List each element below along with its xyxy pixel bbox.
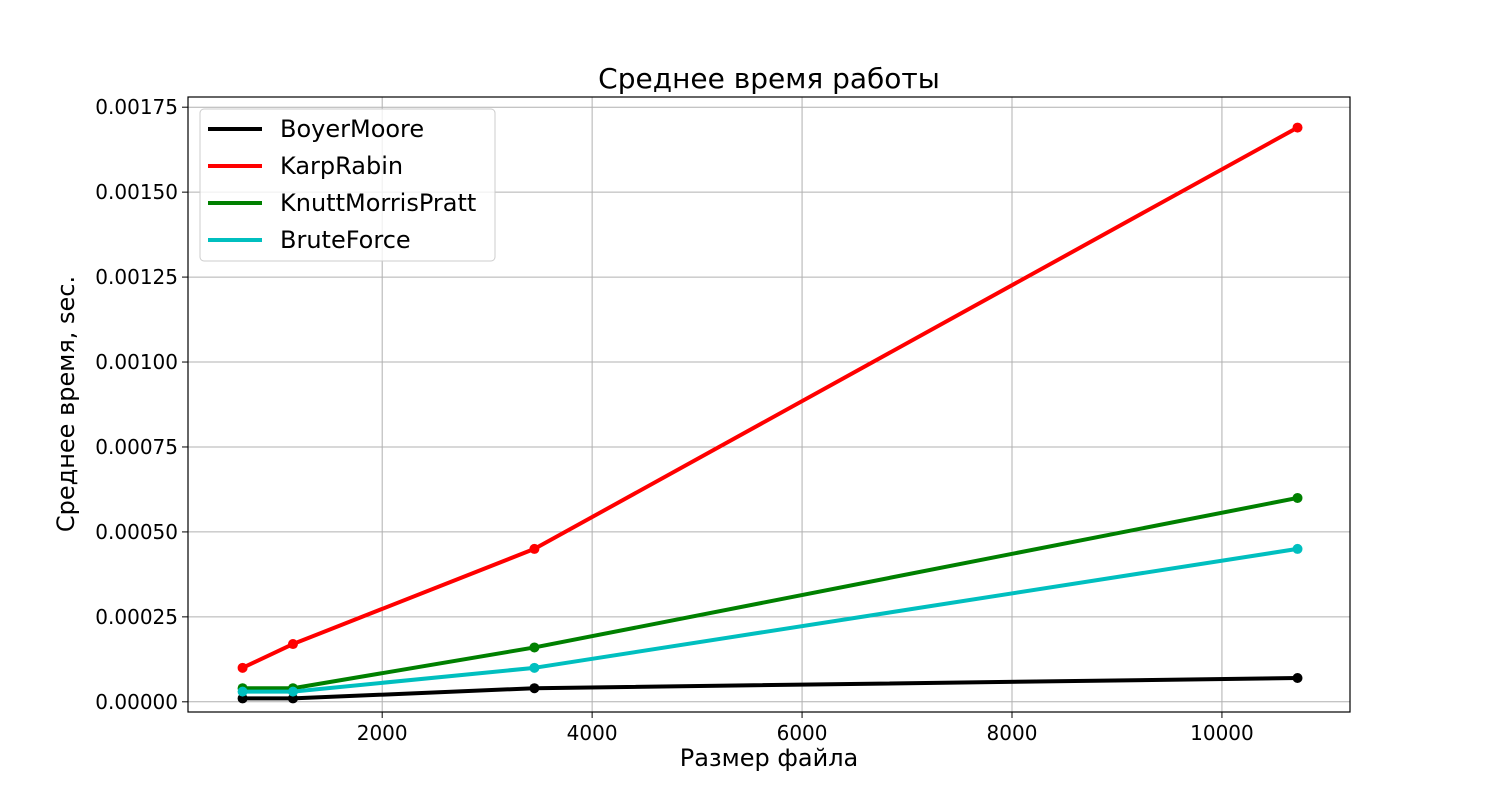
y-tick-label: 0.00025: [95, 605, 178, 629]
legend-label-bruteforce: BruteForce: [280, 226, 411, 254]
data-point-knuttmorrispratt: [1292, 492, 1303, 503]
y-tick-label: 0.00125: [95, 265, 178, 289]
data-point-karprabin: [237, 662, 248, 673]
data-point-karprabin: [1292, 122, 1303, 133]
x-tick-label: 6000: [777, 721, 828, 745]
x-tick-label: 10000: [1190, 721, 1254, 745]
series-line-boyermoore: [242, 676, 1298, 701]
series-group: [237, 122, 1303, 704]
x-axis-title: Размер файла: [680, 744, 859, 772]
y-tick-label: 0.00000: [95, 690, 178, 714]
y-tick-label: 0.00075: [95, 435, 178, 459]
x-tick-label: 2000: [357, 721, 408, 745]
axis-ticks: 0.00000 0.00025 0.00050 0.00075 0.00100 0.001…: [95, 95, 1253, 745]
data-point-bruteforce: [529, 662, 540, 673]
x-tick-label: 8000: [987, 721, 1038, 745]
data-point-bruteforce: [287, 686, 298, 697]
legend: BoyerMoore KarpRabin KnuttMorrisPratt Brute…: [199, 108, 496, 262]
data-point-bruteforce: [1292, 543, 1303, 554]
legend-label-karprabin: KarpRabin: [280, 152, 403, 180]
legend-label-knuttmorrispratt: KnuttMorrisPratt: [280, 189, 476, 217]
legend-box: [199, 108, 496, 262]
y-axis-title: Среднее время, sec.: [52, 276, 80, 532]
series-line-knuttmorrispratt: [242, 495, 1298, 691]
legend-label-boyermoore: BoyerMoore: [280, 115, 424, 143]
y-tick-label: 0.00100: [95, 350, 178, 374]
y-tick-label: 0.00175: [95, 95, 178, 119]
chart-title: Среднее время работы: [598, 62, 940, 95]
data-point-boyermoore: [529, 683, 540, 694]
series-line-karprabin: [241, 125, 1299, 670]
series-line-bruteforce: [242, 546, 1298, 694]
x-tick-label: 4000: [567, 721, 618, 745]
data-point-bruteforce: [237, 686, 248, 697]
y-tick-label: 0.00050: [95, 520, 178, 544]
data-point-boyermoore: [1292, 673, 1303, 684]
data-point-karprabin: [529, 543, 540, 554]
data-point-knuttmorrispratt: [529, 642, 540, 653]
data-point-karprabin: [287, 639, 298, 650]
plot-frame: [187, 96, 1351, 713]
y-tick-label: 0.00150: [95, 180, 178, 204]
